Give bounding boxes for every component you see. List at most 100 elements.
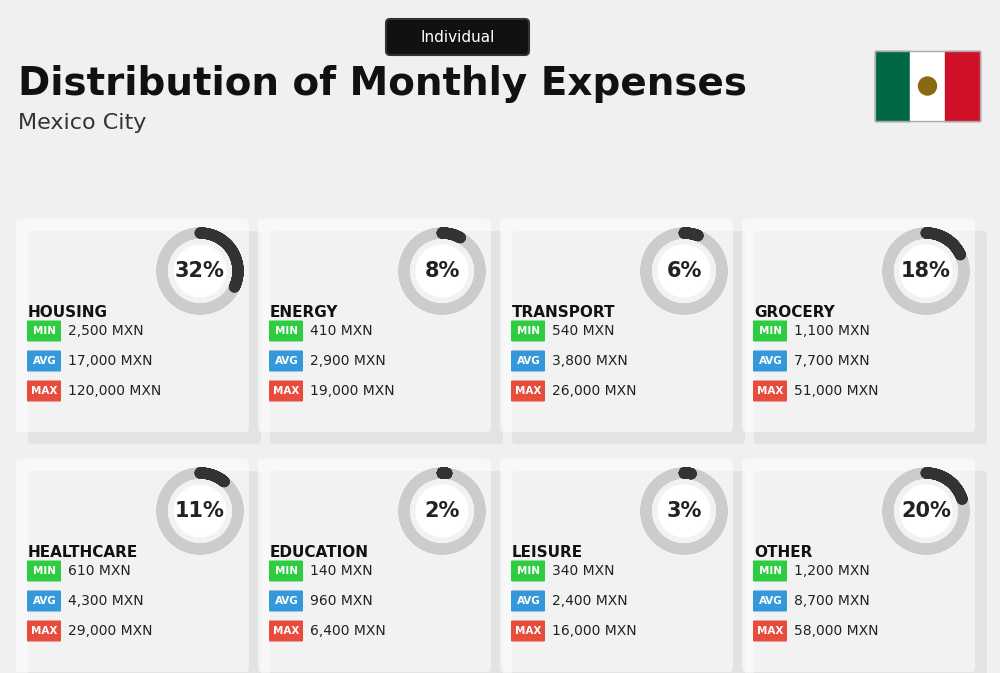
Text: AVG: AVG — [759, 596, 782, 606]
Text: 120,000 MXN: 120,000 MXN — [68, 384, 161, 398]
FancyBboxPatch shape — [511, 380, 545, 402]
Text: 6%: 6% — [666, 261, 702, 281]
Circle shape — [918, 77, 936, 95]
Text: 2,900 MXN: 2,900 MXN — [310, 354, 386, 368]
Text: AVG: AVG — [33, 596, 56, 606]
FancyBboxPatch shape — [269, 320, 303, 341]
FancyBboxPatch shape — [28, 471, 261, 673]
Text: EDUCATION: EDUCATION — [270, 545, 369, 560]
Text: 20%: 20% — [901, 501, 951, 521]
Text: MAX: MAX — [757, 626, 784, 636]
FancyBboxPatch shape — [753, 621, 787, 641]
Text: 340 MXN: 340 MXN — [552, 564, 614, 578]
Circle shape — [416, 485, 468, 537]
Text: OTHER: OTHER — [754, 545, 812, 560]
FancyBboxPatch shape — [511, 351, 545, 371]
FancyBboxPatch shape — [511, 590, 545, 612]
Text: GROCERY: GROCERY — [754, 305, 835, 320]
Text: MIN: MIN — [33, 326, 56, 336]
FancyBboxPatch shape — [16, 459, 249, 672]
FancyBboxPatch shape — [500, 459, 733, 672]
Text: MAX: MAX — [273, 626, 300, 636]
FancyBboxPatch shape — [27, 380, 61, 402]
Text: Individual: Individual — [420, 30, 495, 44]
FancyBboxPatch shape — [753, 320, 787, 341]
Text: AVG: AVG — [33, 356, 56, 366]
Text: 4,300 MXN: 4,300 MXN — [68, 594, 144, 608]
Text: 2%: 2% — [424, 501, 460, 521]
FancyBboxPatch shape — [269, 621, 303, 641]
Text: HOUSING: HOUSING — [28, 305, 108, 320]
Text: 16,000 MXN: 16,000 MXN — [552, 624, 637, 638]
Circle shape — [174, 245, 226, 297]
FancyBboxPatch shape — [742, 459, 975, 672]
Text: 410 MXN: 410 MXN — [310, 324, 373, 338]
Circle shape — [174, 485, 226, 537]
Text: MAX: MAX — [273, 386, 300, 396]
FancyBboxPatch shape — [258, 459, 491, 672]
FancyBboxPatch shape — [27, 351, 61, 371]
Text: 8%: 8% — [424, 261, 460, 281]
Text: 1,200 MXN: 1,200 MXN — [794, 564, 870, 578]
Bar — [875, 51, 910, 121]
Text: 2,500 MXN: 2,500 MXN — [68, 324, 144, 338]
FancyBboxPatch shape — [269, 380, 303, 402]
Text: AVG: AVG — [759, 356, 782, 366]
Text: 58,000 MXN: 58,000 MXN — [794, 624, 879, 638]
Bar — [945, 51, 980, 121]
Text: 140 MXN: 140 MXN — [310, 564, 373, 578]
FancyBboxPatch shape — [512, 231, 745, 444]
FancyBboxPatch shape — [754, 231, 987, 444]
Text: 2,400 MXN: 2,400 MXN — [552, 594, 628, 608]
FancyBboxPatch shape — [28, 231, 261, 444]
Text: 17,000 MXN: 17,000 MXN — [68, 354, 152, 368]
Circle shape — [900, 245, 952, 297]
FancyBboxPatch shape — [753, 351, 787, 371]
FancyBboxPatch shape — [27, 561, 61, 581]
Text: MAX: MAX — [515, 386, 542, 396]
Text: MIN: MIN — [759, 566, 782, 576]
Text: 3%: 3% — [666, 501, 702, 521]
FancyBboxPatch shape — [27, 621, 61, 641]
Text: 8,700 MXN: 8,700 MXN — [794, 594, 870, 608]
Text: Distribution of Monthly Expenses: Distribution of Monthly Expenses — [18, 65, 747, 103]
FancyBboxPatch shape — [753, 380, 787, 402]
FancyBboxPatch shape — [16, 219, 249, 432]
Text: MAX: MAX — [515, 626, 542, 636]
FancyBboxPatch shape — [512, 471, 745, 673]
Text: 18%: 18% — [901, 261, 951, 281]
FancyBboxPatch shape — [511, 561, 545, 581]
Circle shape — [416, 245, 468, 297]
Text: AVG: AVG — [517, 356, 540, 366]
Text: 6,400 MXN: 6,400 MXN — [310, 624, 386, 638]
FancyBboxPatch shape — [511, 320, 545, 341]
Text: MIN: MIN — [33, 566, 56, 576]
Text: 19,000 MXN: 19,000 MXN — [310, 384, 395, 398]
Text: MIN: MIN — [275, 566, 298, 576]
FancyBboxPatch shape — [386, 19, 529, 55]
Text: HEALTHCARE: HEALTHCARE — [28, 545, 138, 560]
Text: 1,100 MXN: 1,100 MXN — [794, 324, 870, 338]
Text: MIN: MIN — [517, 566, 540, 576]
FancyBboxPatch shape — [500, 219, 733, 432]
Text: MIN: MIN — [275, 326, 298, 336]
FancyBboxPatch shape — [742, 219, 975, 432]
FancyBboxPatch shape — [270, 231, 503, 444]
Bar — [910, 51, 945, 121]
Text: 32%: 32% — [175, 261, 225, 281]
Text: MAX: MAX — [757, 386, 784, 396]
Bar — [875, 51, 980, 121]
Text: 26,000 MXN: 26,000 MXN — [552, 384, 637, 398]
FancyBboxPatch shape — [270, 471, 503, 673]
Text: 960 MXN: 960 MXN — [310, 594, 373, 608]
FancyBboxPatch shape — [27, 590, 61, 612]
Text: 7,700 MXN: 7,700 MXN — [794, 354, 870, 368]
Text: LEISURE: LEISURE — [512, 545, 583, 560]
Text: 11%: 11% — [175, 501, 225, 521]
FancyBboxPatch shape — [258, 219, 491, 432]
Circle shape — [658, 245, 710, 297]
FancyBboxPatch shape — [753, 590, 787, 612]
Text: AVG: AVG — [275, 356, 298, 366]
Text: 3,800 MXN: 3,800 MXN — [552, 354, 628, 368]
FancyBboxPatch shape — [269, 590, 303, 612]
